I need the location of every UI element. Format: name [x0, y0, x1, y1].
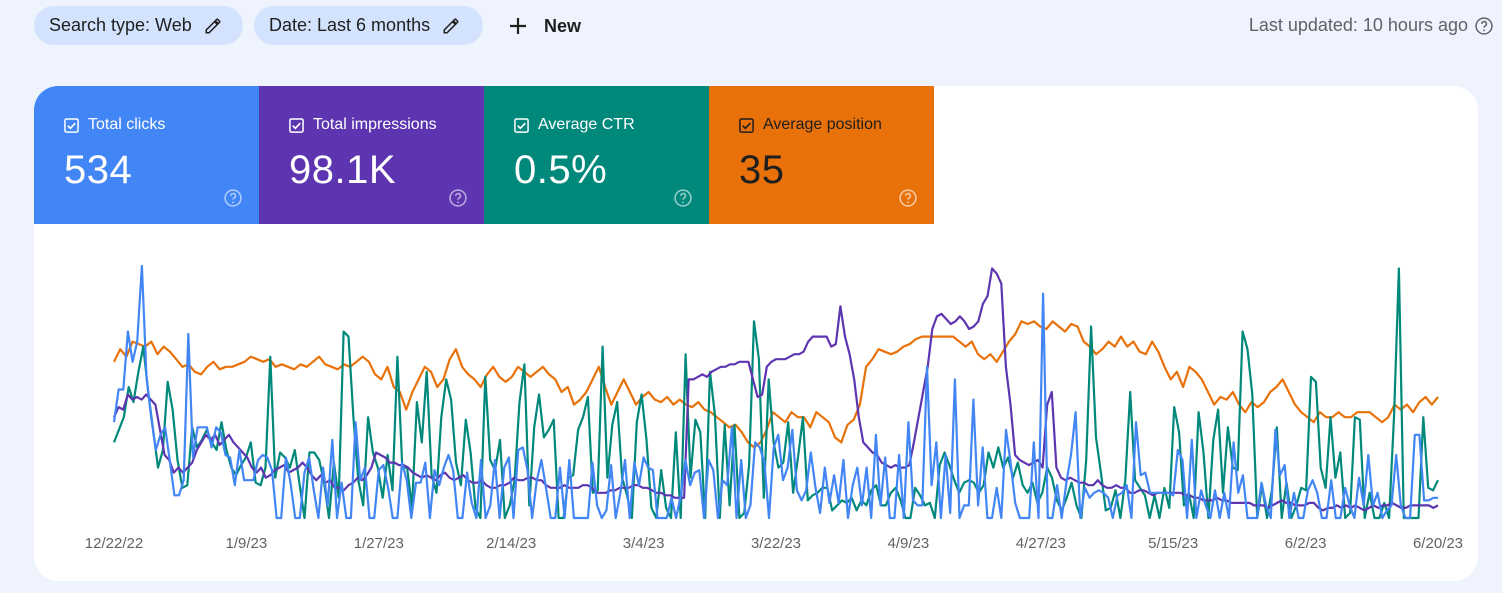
- help-icon[interactable]: [448, 188, 468, 208]
- metric-value: 0.5%: [514, 148, 608, 192]
- x-tick-label: 12/22/22: [85, 535, 143, 552]
- new-filter-button[interactable]: New: [506, 8, 581, 44]
- search-type-filter-chip[interactable]: Search type: Web: [34, 6, 243, 45]
- checkbox-checked-icon[interactable]: [64, 117, 79, 133]
- x-tick-label: 1/27/23: [354, 535, 404, 552]
- metric-total-clicks[interactable]: Total clicks 534: [34, 86, 259, 224]
- date-filter-chip[interactable]: Date: Last 6 months: [254, 6, 483, 45]
- search-type-filter-label: Search type: Web: [49, 15, 192, 35]
- x-tick-label: 5/15/23: [1148, 535, 1198, 552]
- new-filter-label: New: [544, 15, 582, 36]
- x-tick-label: 1/9/23: [226, 535, 268, 552]
- x-tick-label: 3/4/23: [623, 535, 665, 552]
- series-line-average-position: [113, 320, 1439, 449]
- help-icon[interactable]: [223, 188, 243, 208]
- date-filter-label: Date: Last 6 months: [269, 15, 431, 35]
- metric-average-position[interactable]: Average position 35: [709, 86, 934, 224]
- metric-label: Total clicks: [88, 116, 166, 133]
- x-tick-label: 4/27/23: [1016, 535, 1066, 552]
- last-updated: Last updated: 10 hours ago: [1249, 15, 1494, 36]
- pencil-icon: [443, 18, 459, 33]
- help-icon[interactable]: [898, 188, 918, 208]
- checkbox-checked-icon[interactable]: [739, 117, 754, 133]
- metric-total-impressions[interactable]: Total impressions 98.1K: [259, 86, 484, 224]
- x-tick-label: 2/14/23: [486, 535, 536, 552]
- metric-label: Average position: [763, 116, 882, 133]
- metric-label: Total impressions: [313, 116, 437, 133]
- x-tick-label: 4/9/23: [888, 535, 930, 552]
- x-tick-label: 6/2/23: [1285, 535, 1327, 552]
- x-tick-label: 6/20/23: [1413, 535, 1463, 552]
- metric-value: 98.1K: [289, 148, 397, 192]
- last-updated-text: Last updated: 10 hours ago: [1248, 15, 1468, 35]
- performance-card: 12/22/22 1/9/23 1/27/23 2/14/23 3/4/23 3/22/2…: [34, 86, 1478, 581]
- checkbox-checked-icon[interactable]: [289, 117, 304, 133]
- metric-value: 534: [64, 148, 133, 192]
- metric-average-ctr[interactable]: Average CTR 0.5%: [484, 86, 709, 224]
- series-line-total-impressions: [112, 267, 1439, 512]
- help-icon[interactable]: [673, 188, 693, 208]
- help-icon[interactable]: [1474, 16, 1494, 36]
- filter-bar: Search type: Web Date: Last 6 months New…: [0, 0, 1502, 56]
- plus-icon: [510, 18, 526, 34]
- checkbox-checked-icon[interactable]: [514, 117, 529, 133]
- series-line-total-clicks: [112, 264, 1438, 520]
- metric-label: Average CTR: [538, 116, 635, 133]
- metric-value: 35: [739, 148, 785, 192]
- performance-chart: 12/22/22 1/9/23 1/27/23 2/14/23 3/4/23 3/22/2…: [85, 264, 1463, 552]
- x-tick-label: 3/22/23: [751, 535, 801, 552]
- pencil-icon: [205, 18, 221, 33]
